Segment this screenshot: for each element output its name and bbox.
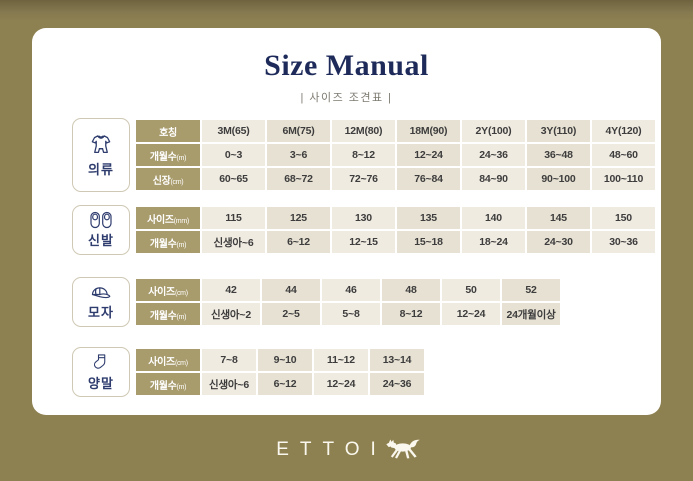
height-cell: 60~65 xyxy=(202,168,265,190)
table-row: 개월수(m) 0~3 3~6 8~12 12~24 24~36 36~48 48… xyxy=(136,144,655,166)
height-cell: 84~90 xyxy=(462,168,525,190)
size-cell: 52 xyxy=(502,279,560,301)
row-header: 개월수(m) xyxy=(136,231,200,253)
months-cell: 6~12 xyxy=(258,373,312,395)
size-cell: 3Y(110) xyxy=(527,120,590,142)
row-header: 개월수(m) xyxy=(136,373,200,395)
category-socks: 양말 xyxy=(72,347,130,397)
height-cell: 68~72 xyxy=(267,168,330,190)
brand-name: ETTOI xyxy=(276,439,387,460)
months-cell: 30~36 xyxy=(592,231,655,253)
size-cell: 135 xyxy=(397,207,460,229)
brand-logo: ETTOI xyxy=(0,430,693,470)
size-cell: 115 xyxy=(202,207,265,229)
row-header: 호칭 xyxy=(136,120,200,142)
size-cell: 50 xyxy=(442,279,500,301)
height-cell: 100~110 xyxy=(592,168,655,190)
months-cell: 24~30 xyxy=(527,231,590,253)
size-cell: 48 xyxy=(382,279,440,301)
size-cell: 6M(75) xyxy=(267,120,330,142)
months-cell: 3~6 xyxy=(267,144,330,166)
table-row: 개월수(m) 신생아~6 6~12 12~15 15~18 18~24 24~3… xyxy=(136,231,655,253)
size-cell: 42 xyxy=(202,279,260,301)
size-cell: 2Y(100) xyxy=(462,120,525,142)
months-cell: 24~36 xyxy=(370,373,424,395)
size-cell: 44 xyxy=(262,279,320,301)
category-label: 신발 xyxy=(88,233,114,248)
months-cell: 8~12 xyxy=(382,303,440,325)
months-cell: 12~15 xyxy=(332,231,395,253)
size-cell: 140 xyxy=(462,207,525,229)
table-row: 사이즈(mm) 115 125 130 135 140 145 150 xyxy=(136,207,655,229)
sock-icon xyxy=(91,352,111,372)
months-cell: 신생아~2 xyxy=(202,303,260,325)
category-hat: 모자 xyxy=(72,277,130,327)
months-cell: 신생아~6 xyxy=(202,231,265,253)
row-header: 신장(cm) xyxy=(136,168,200,190)
horse-icon xyxy=(385,436,423,464)
months-cell: 0~3 xyxy=(202,144,265,166)
months-cell: 신생아~6 xyxy=(202,373,256,395)
size-cell: 11~12 xyxy=(314,349,368,371)
height-cell: 76~84 xyxy=(397,168,460,190)
section-hat: 모자 사이즈(cm) 42 44 46 48 50 52 개월수(m) 신생아~… xyxy=(72,277,562,327)
height-cell: 90~100 xyxy=(527,168,590,190)
shoes-size-table: 사이즈(mm) 115 125 130 135 140 145 150 개월수(… xyxy=(134,205,657,255)
table-row: 사이즈(cm) 42 44 46 48 50 52 xyxy=(136,279,560,301)
table-row: 신장(cm) 60~65 68~72 72~76 76~84 84~90 90~… xyxy=(136,168,655,190)
row-header: 개월수(m) xyxy=(136,303,200,325)
months-cell: 12~24 xyxy=(397,144,460,166)
size-cell: 9~10 xyxy=(258,349,312,371)
size-manual-card: Size Manual | 사이즈 조견표 | 의류 호칭 3M(65) 6M(… xyxy=(32,28,661,415)
section-socks: 양말 사이즈(cm) 7~8 9~10 11~12 13~14 개월수(m) 신… xyxy=(72,347,426,397)
clothing-size-table: 호칭 3M(65) 6M(75) 12M(80) 18M(90) 2Y(100)… xyxy=(134,118,657,192)
onesie-icon xyxy=(88,132,114,158)
table-row: 호칭 3M(65) 6M(75) 12M(80) 18M(90) 2Y(100)… xyxy=(136,120,655,142)
months-cell: 36~48 xyxy=(527,144,590,166)
section-clothing: 의류 호칭 3M(65) 6M(75) 12M(80) 18M(90) 2Y(1… xyxy=(72,118,657,192)
hat-size-table: 사이즈(cm) 42 44 46 48 50 52 개월수(m) 신생아~2 2… xyxy=(134,277,562,327)
months-cell: 5~8 xyxy=(322,303,380,325)
page-subtitle: | 사이즈 조견표 | xyxy=(300,92,393,104)
table-row: 개월수(m) 신생아~2 2~5 5~8 8~12 12~24 24개월이상 xyxy=(136,303,560,325)
months-cell: 12~24 xyxy=(442,303,500,325)
months-cell: 48~60 xyxy=(592,144,655,166)
cap-icon xyxy=(89,283,113,301)
months-cell: 6~12 xyxy=(267,231,330,253)
size-cell: 13~14 xyxy=(370,349,424,371)
size-cell: 125 xyxy=(267,207,330,229)
size-cell: 3M(65) xyxy=(202,120,265,142)
socks-size-table: 사이즈(cm) 7~8 9~10 11~12 13~14 개월수(m) 신생아~… xyxy=(134,347,426,397)
shoes-icon xyxy=(89,211,113,229)
size-cell: 150 xyxy=(592,207,655,229)
size-cell: 130 xyxy=(332,207,395,229)
size-cell: 18M(90) xyxy=(397,120,460,142)
months-cell: 12~24 xyxy=(314,373,368,395)
months-cell: 24개월이상 xyxy=(502,303,560,325)
months-cell: 8~12 xyxy=(332,144,395,166)
page-title: Size Manual xyxy=(264,49,429,82)
category-clothing: 의류 xyxy=(72,118,130,192)
category-label: 의류 xyxy=(88,162,114,177)
height-cell: 72~76 xyxy=(332,168,395,190)
size-cell: 4Y(120) xyxy=(592,120,655,142)
months-cell: 24~36 xyxy=(462,144,525,166)
months-cell: 18~24 xyxy=(462,231,525,253)
category-shoes: 신발 xyxy=(72,205,130,255)
months-cell: 2~5 xyxy=(262,303,320,325)
size-cell: 46 xyxy=(322,279,380,301)
table-row: 사이즈(cm) 7~8 9~10 11~12 13~14 xyxy=(136,349,424,371)
table-row: 개월수(m) 신생아~6 6~12 12~24 24~36 xyxy=(136,373,424,395)
size-cell: 7~8 xyxy=(202,349,256,371)
category-label: 모자 xyxy=(88,305,114,320)
row-header: 개월수(m) xyxy=(136,144,200,166)
category-label: 양말 xyxy=(88,376,114,391)
row-header: 사이즈(mm) xyxy=(136,207,200,229)
size-cell: 12M(80) xyxy=(332,120,395,142)
row-header: 사이즈(cm) xyxy=(136,279,200,301)
size-cell: 145 xyxy=(527,207,590,229)
months-cell: 15~18 xyxy=(397,231,460,253)
row-header: 사이즈(cm) xyxy=(136,349,200,371)
section-shoes: 신발 사이즈(mm) 115 125 130 135 140 145 150 개… xyxy=(72,205,657,255)
